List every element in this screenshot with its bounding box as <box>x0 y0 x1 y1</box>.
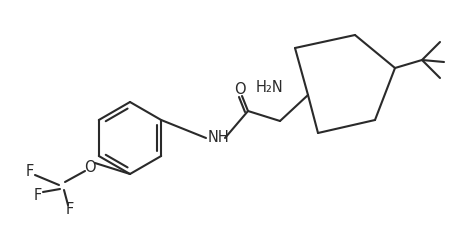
Text: O: O <box>84 160 96 174</box>
Text: O: O <box>234 82 246 98</box>
Text: H₂N: H₂N <box>255 79 283 95</box>
Text: F: F <box>66 202 74 218</box>
Text: F: F <box>26 164 34 180</box>
Text: NH: NH <box>208 131 230 145</box>
Text: F: F <box>34 188 42 202</box>
